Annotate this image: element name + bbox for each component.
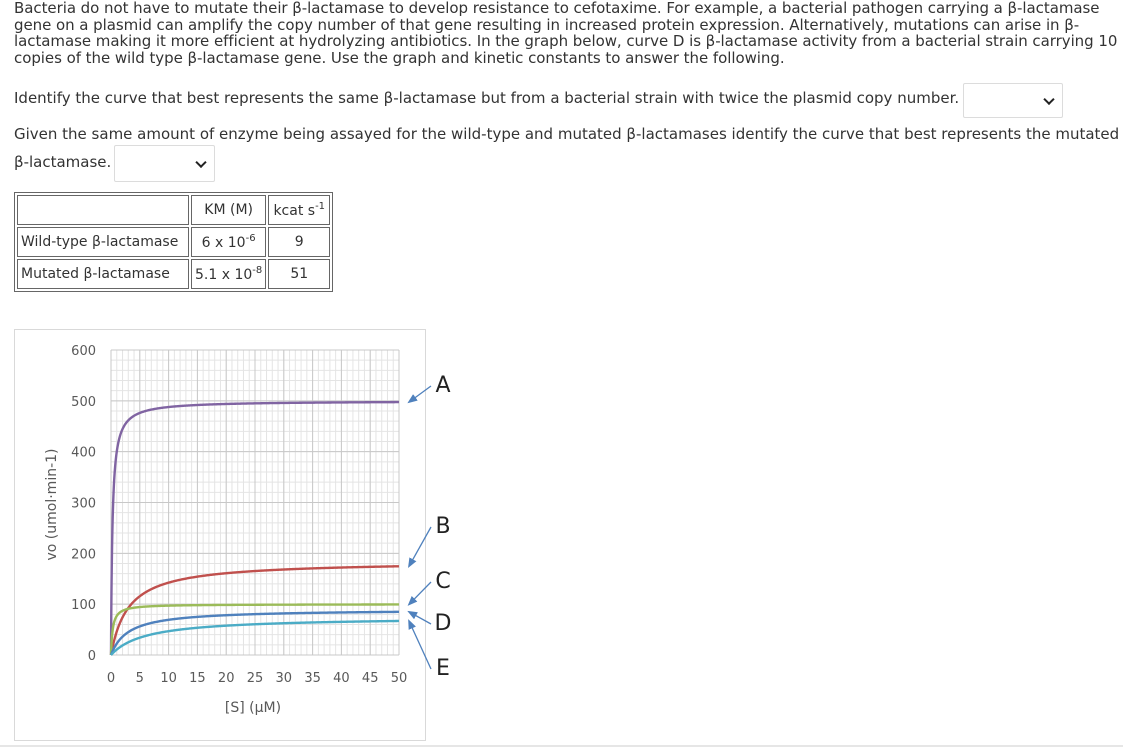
series-line-a <box>109 400 400 656</box>
question-1-dropdown[interactable] <box>963 83 1063 118</box>
x-tick-label: 45 <box>362 671 379 686</box>
curve-label-a: A <box>435 373 450 398</box>
kinetic-constants-table: KM (M) kcat s-1 Wild-type β-lactamase 6 … <box>14 192 334 292</box>
y-tick-label: 600 <box>71 344 96 359</box>
chevron-down-icon <box>1043 93 1055 105</box>
x-tick-label: 35 <box>304 671 321 686</box>
x-tick-label: 10 <box>160 671 177 686</box>
table-row: Mutated β-lactamase 5.1 x 10-8 51 <box>17 259 331 289</box>
table-header-row: KM (M) kcat s-1 <box>17 195 331 225</box>
x-tick-label: 0 <box>107 671 115 686</box>
pointer-arrow-a <box>407 385 432 404</box>
pointer-arrow-b <box>408 526 432 569</box>
kcat-label: kcat s <box>273 203 316 219</box>
michaelis-menten-chart: 0 100 200 300 400 500 600 0 5 10 15 20 25 30 35 40 45 50 [… <box>44 344 451 716</box>
kcat-unit-exponent: -1 <box>315 201 326 212</box>
pointer-arrow-d <box>407 610 432 625</box>
chart-frame: 0 100 200 300 400 500 600 0 5 10 15 20 25 30 35 40 45 50 [… <box>14 329 451 741</box>
curve-label-d: D <box>435 611 452 636</box>
y-axis-title: vo (umol·min-1) <box>44 449 60 561</box>
y-tick-label: 0 <box>88 649 96 664</box>
km-value: 5.1 x 10-8 <box>191 259 267 289</box>
x-tick-label: 30 <box>276 671 293 686</box>
km-base: 5.1 x 10 <box>195 267 253 283</box>
x-tick-label: 25 <box>247 671 264 686</box>
y-tick-label: 300 <box>71 497 96 512</box>
km-base: 6 x 10 <box>201 235 246 251</box>
km-value: 6 x 10-6 <box>191 227 267 257</box>
y-tick-label: 400 <box>71 446 96 461</box>
curve-label-b: B <box>435 514 450 539</box>
series-line-d <box>109 610 400 657</box>
enzyme-name: Mutated β-lactamase <box>17 259 189 289</box>
pointer-arrow-c <box>407 581 432 606</box>
enzyme-name: Wild-type β-lactamase <box>17 227 189 257</box>
kcat-value: 51 <box>268 259 331 289</box>
x-tick-label: 15 <box>189 671 206 686</box>
x-axis-title: [S] (μM) <box>225 700 281 716</box>
pointer-arrow-e <box>408 619 432 670</box>
table-row: Wild-type β-lactamase 6 x 10-6 9 <box>17 227 331 257</box>
x-tick-label: 50 <box>391 671 408 686</box>
question-1-text: Identify the curve that best represents … <box>14 89 960 107</box>
y-tick-label: 500 <box>71 395 96 410</box>
km-exponent: -6 <box>245 233 256 244</box>
series-line-c <box>109 603 400 656</box>
series-line-e <box>109 619 400 657</box>
table-header-empty <box>17 195 189 225</box>
question-2-text: Given the same amount of enzyme being as… <box>14 125 1120 143</box>
x-tick-label: 40 <box>333 671 350 686</box>
divider <box>0 745 1123 747</box>
x-tick-label: 5 <box>136 671 144 686</box>
question-2-dropdown[interactable] <box>114 145 215 182</box>
question-2-text-end: β-lactamase. <box>14 153 112 171</box>
curve-label-c: C <box>435 569 450 594</box>
km-exponent: -8 <box>252 265 263 276</box>
table-header-km: KM (M) <box>191 195 267 225</box>
y-tick-label: 100 <box>71 598 96 613</box>
curve-label-e: E <box>436 656 450 681</box>
kcat-value: 9 <box>268 227 331 257</box>
x-tick-label: 20 <box>218 671 235 686</box>
question-intro: Bacteria do not have to mutate their β-l… <box>14 0 1118 67</box>
table-header-kcat: kcat s-1 <box>268 195 331 225</box>
chevron-down-icon <box>195 156 207 168</box>
y-tick-label: 200 <box>71 547 96 562</box>
